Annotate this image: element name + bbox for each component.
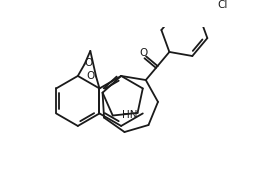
Text: O: O	[85, 58, 93, 68]
Text: Cl: Cl	[217, 0, 228, 10]
Text: O: O	[86, 71, 94, 81]
Text: O: O	[139, 48, 148, 58]
Text: HN: HN	[122, 110, 138, 119]
